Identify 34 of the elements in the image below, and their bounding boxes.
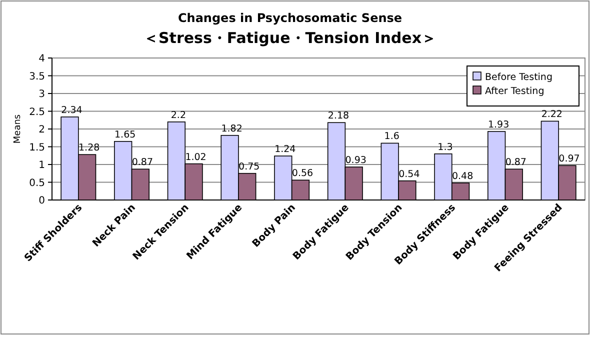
data-label: 0.48 xyxy=(452,170,474,182)
y-tick-label: 1 xyxy=(38,160,45,171)
data-label: 1.65 xyxy=(114,129,136,140)
data-label: 0.93 xyxy=(345,154,366,166)
legend-label: After Testing xyxy=(485,86,544,97)
data-label: 1.93 xyxy=(488,119,510,130)
data-label: 2.18 xyxy=(328,110,350,122)
data-label: 2.2 xyxy=(170,110,186,121)
data-label: 0.75 xyxy=(238,161,260,172)
y-tick-label: 4 xyxy=(38,54,45,64)
data-label: 1.02 xyxy=(185,152,206,163)
y-tick-label: 2 xyxy=(38,124,45,136)
data-label: 2.34 xyxy=(61,104,82,116)
y-tick-label: 0 xyxy=(38,196,45,206)
data-label: 0.87 xyxy=(132,157,154,168)
data-label: 1.6 xyxy=(384,131,400,142)
y-tick-label: 3.5 xyxy=(29,71,45,82)
data-label: 1.3 xyxy=(438,142,453,153)
y-axis-title: Means xyxy=(13,114,23,144)
data-label: 1.82 xyxy=(221,123,242,134)
chart-title: Changes in Psychosomatic Sense xyxy=(178,11,402,25)
data-label: 2.22 xyxy=(541,109,562,120)
y-tick-label: 2.5 xyxy=(29,106,45,118)
data-label: 0.87 xyxy=(505,157,526,168)
chart-subtitle: ＜Stress・Fatigue・Tension Index＞ xyxy=(143,29,437,47)
data-label: 1.24 xyxy=(274,144,296,155)
y-tick-label: 1.5 xyxy=(29,142,45,154)
data-label: 1.28 xyxy=(78,142,100,154)
data-label: 0.97 xyxy=(558,154,580,165)
legend-label: Before Testing xyxy=(485,72,552,83)
data-label: 0.54 xyxy=(398,168,420,180)
y-tick-label: 3 xyxy=(38,89,45,100)
y-tick-label: 0.5 xyxy=(29,178,45,189)
data-label: 0.56 xyxy=(292,168,314,180)
